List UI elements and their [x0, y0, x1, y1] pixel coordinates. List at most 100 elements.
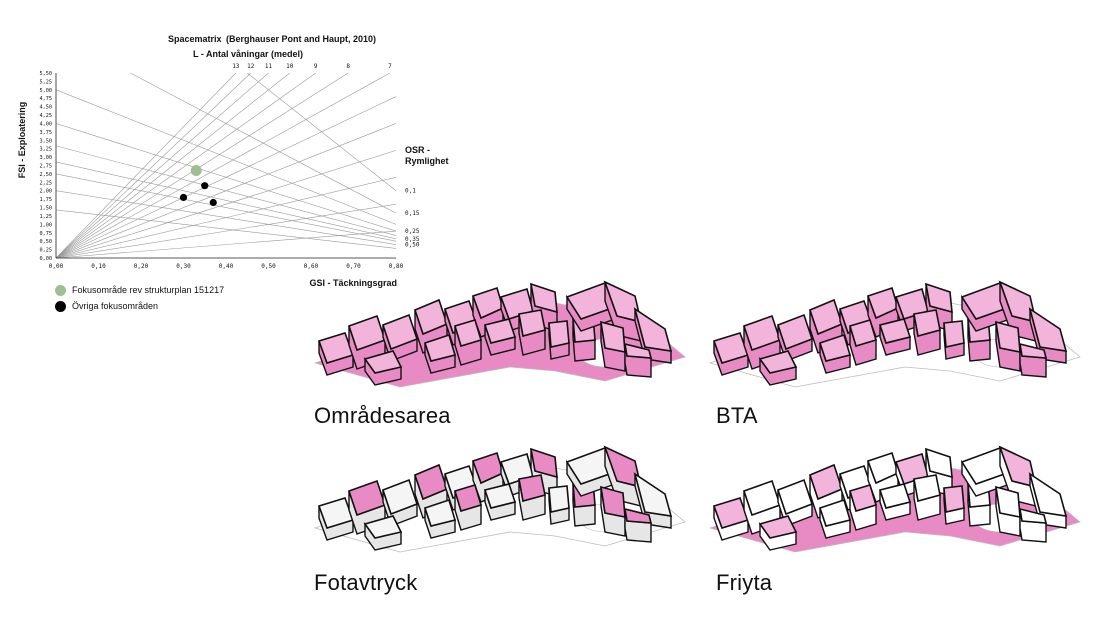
y-tick-label: 3,25	[40, 147, 53, 153]
y-tick-label: 5,25	[40, 79, 53, 85]
osr-line	[55, 145, 397, 236]
x-tick-label: 0,50	[261, 263, 276, 270]
building-roof	[381, 313, 419, 351]
building-roof	[454, 484, 482, 512]
isometric-group	[313, 445, 686, 553]
l-axis-label: L - Antal våningar (medel)	[193, 49, 303, 59]
y-tick-label: 1,25	[40, 214, 53, 220]
l-line-label: 8	[346, 63, 350, 70]
isometric-map-omradesarea	[313, 280, 686, 388]
isometric-map-fotavtryck	[313, 445, 686, 553]
building-roof	[943, 485, 965, 513]
legend-label: Fokusområde rev strukturplan 151217	[72, 285, 225, 295]
chart-legend: Fokusområde rev strukturplan 151217 Övri…	[55, 282, 224, 314]
building-roof	[548, 320, 570, 348]
osr-line	[55, 123, 397, 232]
building-roof	[913, 309, 941, 338]
x-tick-label: 0,60	[304, 263, 319, 270]
osr-label-sub: Rymlighet	[405, 156, 449, 166]
panel-label-bta: BTA	[716, 403, 758, 428]
y-tick-label: 2,25	[40, 180, 53, 186]
legend-swatch-green	[55, 284, 66, 296]
building-roof	[624, 507, 653, 524]
x-tick-label: 0,30	[176, 263, 191, 270]
building-roof	[1028, 307, 1068, 352]
y-tick-label: 1,75	[40, 197, 53, 203]
l-line-label: 11	[265, 63, 273, 70]
l-line	[55, 72, 290, 259]
y-tick-label: 2,50	[40, 172, 53, 178]
chart-subtitle: (Berghauser Pont and Haupt, 2010)	[226, 34, 376, 44]
osr-line-label: 0,35	[405, 236, 420, 243]
x-tick-label: 0,10	[91, 263, 106, 270]
isometric-group	[313, 280, 686, 388]
data-point-other	[179, 193, 188, 202]
osr-line	[55, 209, 397, 249]
building-roof	[1019, 342, 1048, 359]
building-roof	[758, 350, 798, 374]
panel-label-friyta: Friyta	[716, 570, 773, 595]
x-tick-label: 0,20	[134, 263, 149, 270]
y-tick-label: 2,75	[40, 164, 53, 170]
y-tick-label: 1,50	[40, 206, 53, 212]
building-roof	[363, 350, 403, 374]
y-tick-label: 0,75	[40, 231, 53, 237]
building-roof	[849, 319, 877, 347]
panel-label-omradesarea: Områdesarea	[314, 403, 451, 428]
building-roof	[878, 483, 912, 509]
building-roof	[381, 478, 419, 516]
l-line-label: 12	[247, 63, 255, 70]
l-line-label: 7	[388, 63, 392, 70]
y-tick-label: 3,50	[40, 138, 53, 144]
building-roof	[849, 484, 877, 512]
l-line-label: 9	[314, 63, 318, 70]
building-roof	[518, 309, 546, 338]
building-roof	[423, 498, 457, 527]
legend-label: Övriga fokusområden	[72, 301, 159, 311]
osr-line	[55, 190, 397, 245]
y-tick-label: 4,00	[40, 121, 53, 127]
y-tick-label: 4,75	[40, 96, 53, 102]
building-roof	[624, 342, 653, 359]
building-roof	[818, 333, 852, 362]
y-tick-label: 5,50	[40, 71, 53, 77]
building-roof	[1019, 507, 1048, 524]
x-tick-label: 0,80	[389, 263, 404, 270]
l-line	[55, 72, 316, 259]
osr-line-label: 0,25	[405, 228, 420, 235]
osr-lines: 0,1 0,15 0,250,350,50	[55, 72, 420, 249]
building-roof	[913, 474, 941, 503]
isometric-group	[708, 280, 1081, 388]
building-roof	[483, 318, 517, 344]
l-line	[55, 72, 391, 259]
y-tick-label: 3,00	[40, 155, 53, 161]
osr-line-label: 0,50	[405, 242, 420, 249]
building-roof	[518, 474, 546, 503]
osr-line	[55, 173, 397, 242]
l-line	[55, 150, 397, 259]
osr-line	[55, 161, 397, 240]
isometric-map-friyta	[708, 445, 1081, 553]
osr-line	[130, 72, 397, 214]
osr-line-label: 0,15	[405, 210, 420, 217]
l-line-label: 10	[286, 63, 294, 70]
chart-title: Spacematrix	[168, 34, 222, 44]
x-tick-label: 0,40	[219, 263, 234, 270]
building-roof	[943, 320, 965, 348]
y-tick-label: 4,50	[40, 105, 53, 111]
building-roof	[633, 472, 673, 517]
building-roof	[548, 485, 570, 513]
y-tick-label: 2,00	[40, 189, 53, 195]
building-roof	[1028, 472, 1068, 517]
y-axis-label: FSI - Exploatering	[17, 102, 27, 179]
building-roof	[776, 478, 814, 516]
building-roof	[529, 447, 558, 479]
l-line	[55, 72, 349, 259]
building-roof	[758, 515, 798, 539]
l-line	[55, 72, 237, 259]
data-point-focus	[190, 165, 202, 177]
building-roof	[924, 282, 953, 314]
data-points	[179, 165, 217, 207]
osr-line	[247, 72, 397, 191]
y-tick-label: 5,00	[40, 88, 53, 94]
